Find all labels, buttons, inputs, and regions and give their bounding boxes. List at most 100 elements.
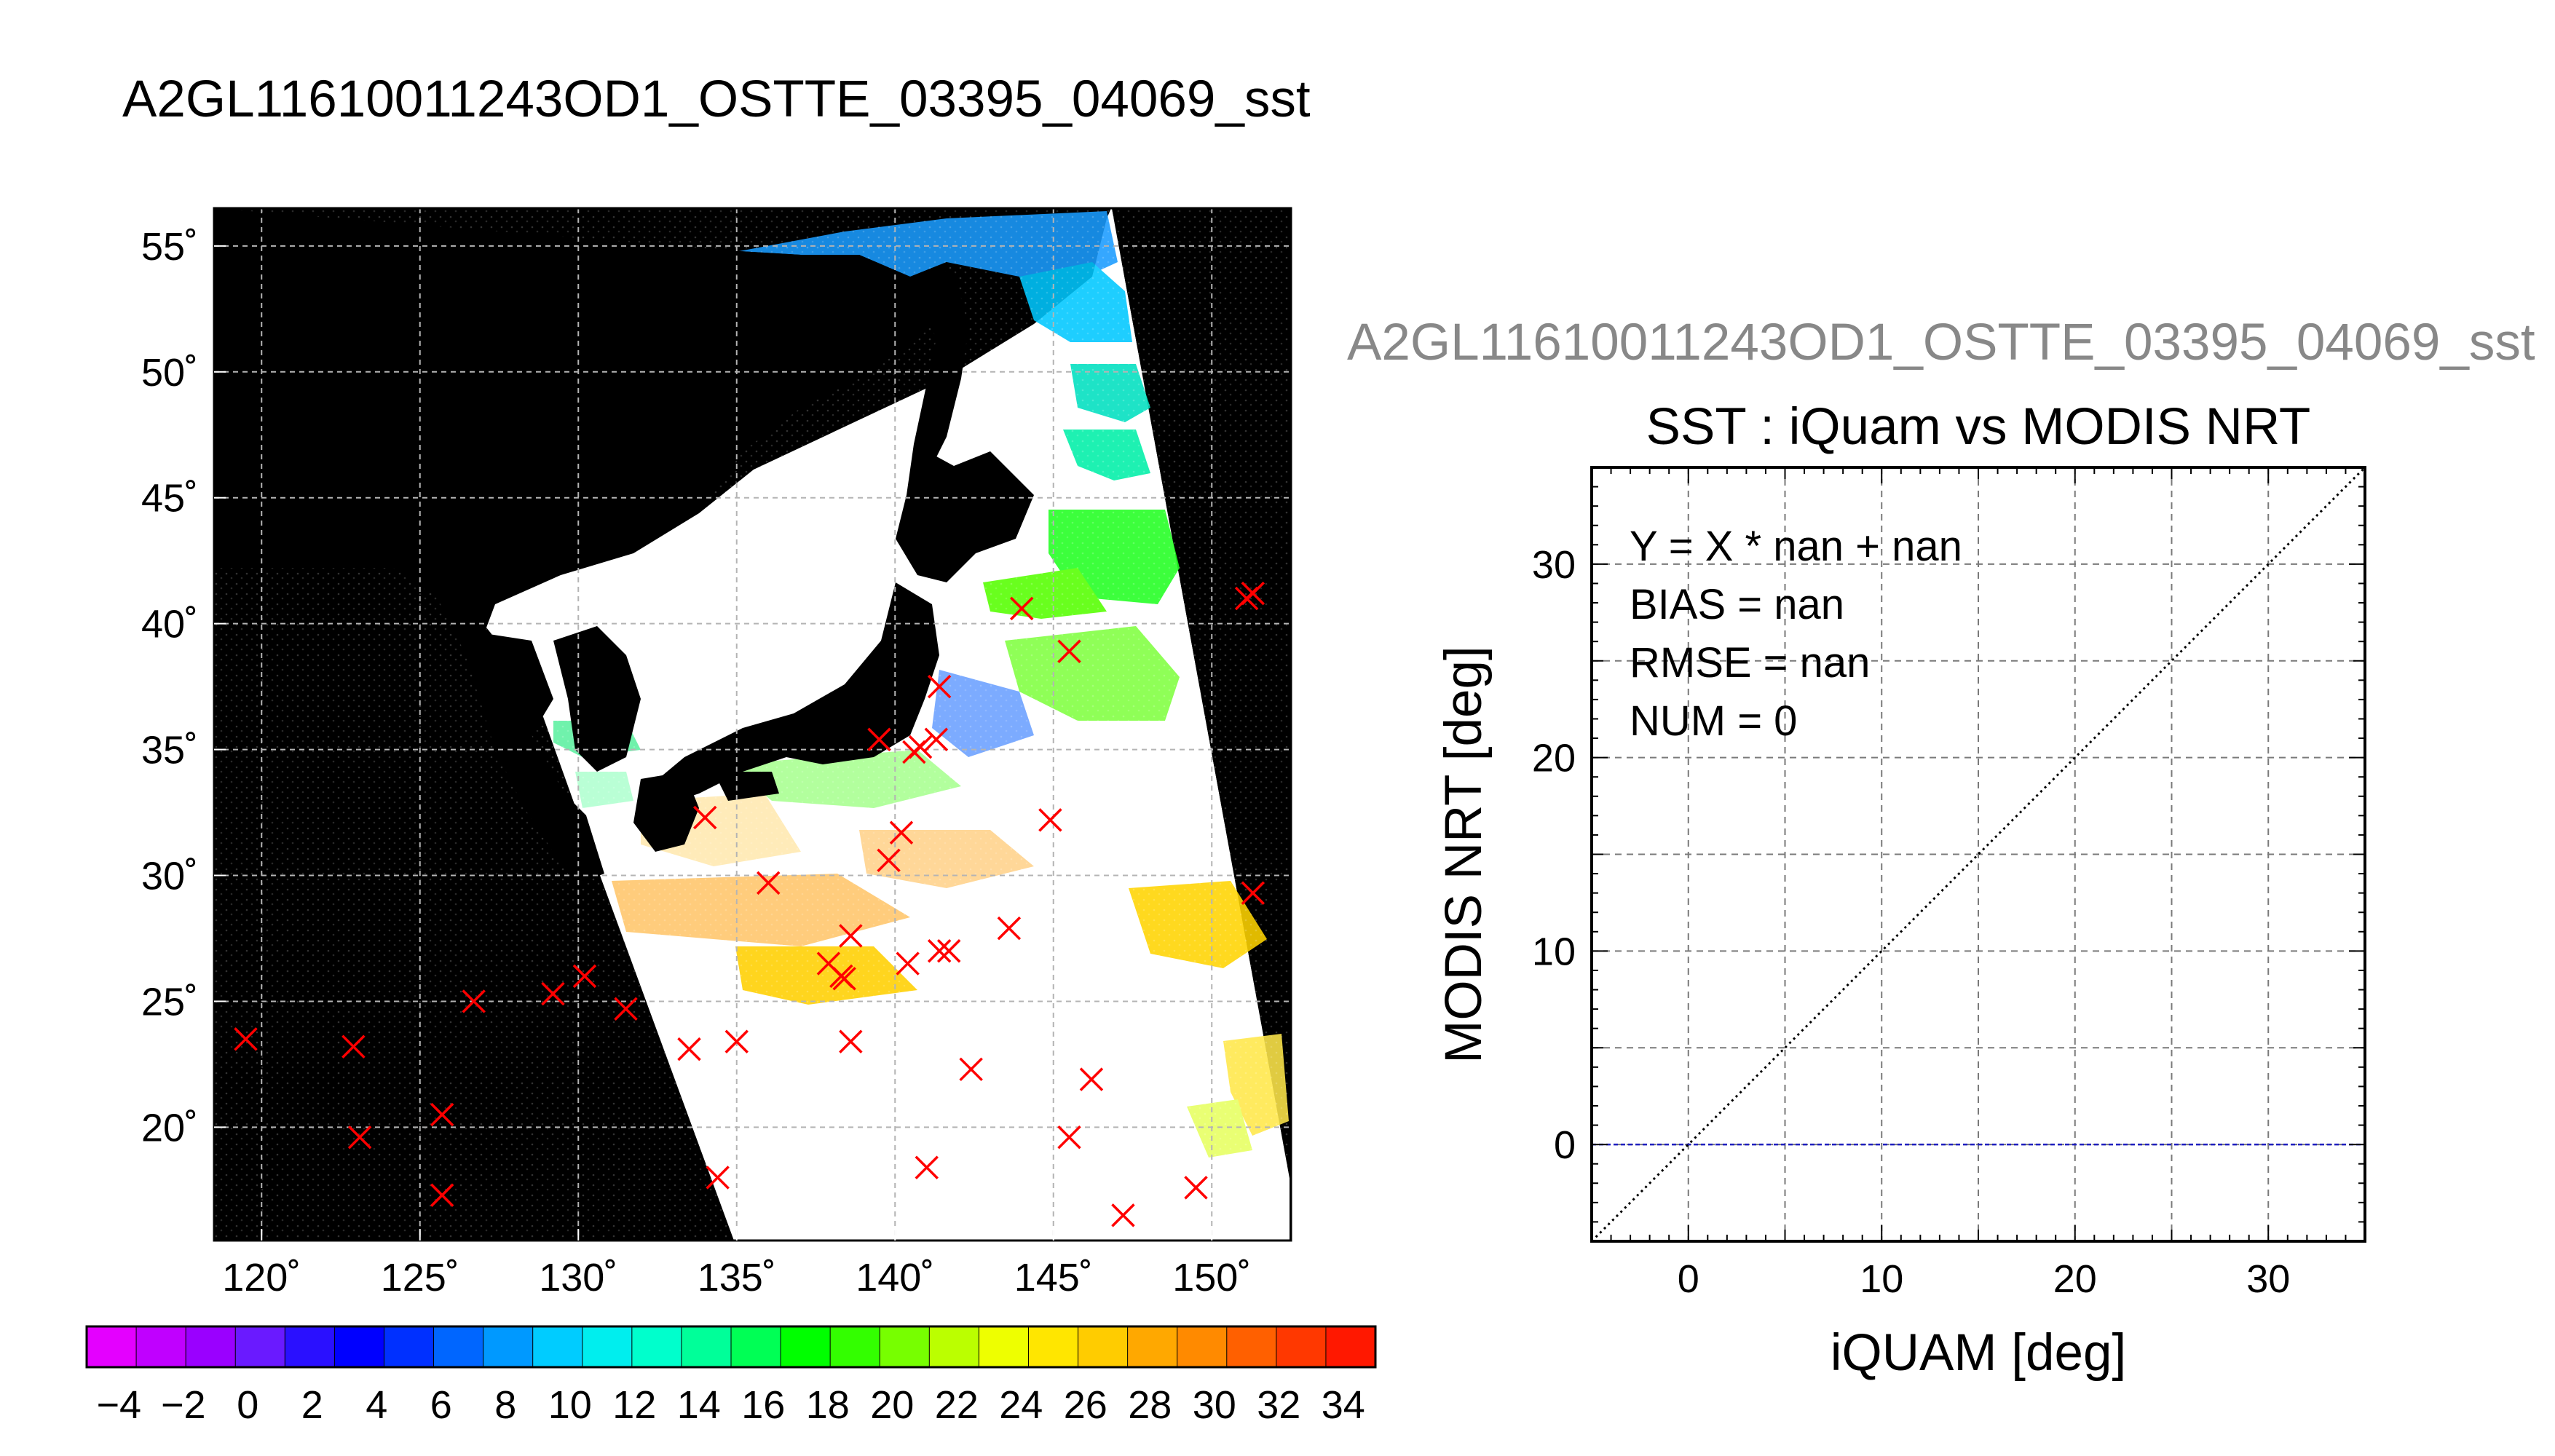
iquam-marker <box>1057 1125 1081 1150</box>
scatter-y-tick-labels: 0 10 20 30 <box>1532 543 1576 1167</box>
iquam-marker-stroke <box>997 916 1022 941</box>
colorbar-cell <box>234 1326 286 1368</box>
colorbar-cell <box>1226 1326 1277 1368</box>
scatter-y-tick-label: 20 <box>1532 737 1576 780</box>
map-y-tick-label: 25˚ <box>141 980 198 1024</box>
iquam-marker-stroke <box>693 805 717 830</box>
colorbar-tick-label: 12 <box>612 1383 656 1427</box>
scatter-x-tick-label: 20 <box>2053 1257 2097 1301</box>
iquam-marker-stroke <box>1241 881 1265 905</box>
colorbar-cell <box>1177 1326 1228 1368</box>
map-grid <box>214 208 1291 1241</box>
map-x-tick-label: 120˚ <box>222 1256 301 1299</box>
stats-rmse: RMSE = nan <box>1630 639 1870 687</box>
sst-map-panel: 120˚ 125˚ 130˚ 135˚ 140˚ 145˚ 150˚ 20˚ 25˚ 30˚ 35… <box>141 207 1292 1299</box>
iquam-marker <box>706 1166 730 1190</box>
iquam-marker <box>757 871 781 895</box>
land-mass-shikoku <box>714 772 779 801</box>
colorbar-cell <box>433 1326 484 1368</box>
colorbar-tick-label: 2 <box>301 1383 323 1427</box>
iquam-marker-stroke <box>936 939 961 963</box>
iquam-marker <box>877 848 901 872</box>
colorbar-frame <box>85 1325 1377 1369</box>
iquam-marker <box>1057 639 1081 663</box>
iquam-marker-stroke <box>706 1166 730 1190</box>
iquam-marker-stroke <box>1079 1067 1104 1091</box>
colorbar-tick-label: 18 <box>806 1383 850 1427</box>
map-x-tick-label: 150˚ <box>1172 1256 1251 1299</box>
colorbar-cell <box>631 1326 682 1368</box>
map-y-tick-labels: 20˚ 25˚ 30˚ 35˚ 40˚ 45˚ 50˚ 55˚ <box>141 225 198 1150</box>
iquam-marker <box>1010 596 1034 621</box>
map-x-tick-label: 140˚ <box>856 1256 934 1299</box>
colorbar-cell <box>780 1326 832 1368</box>
iquam-marker <box>1111 1203 1135 1227</box>
colorbar-cell <box>829 1326 881 1368</box>
iquam-marker-stroke <box>867 727 891 751</box>
iquam-marker <box>997 916 1022 941</box>
iquam-marker-stroke <box>927 939 952 963</box>
iquam-marker-stroke <box>347 1125 372 1150</box>
iquam-marker-stroke <box>889 820 914 844</box>
iquam-marker <box>614 997 638 1021</box>
iquam-marker-stroke <box>816 951 841 976</box>
iquam-marker-stroke <box>430 1183 454 1207</box>
iquam-marker-stroke <box>896 951 920 976</box>
iquam-marker-stroke <box>1057 1125 1081 1150</box>
colorbar-tick-label: 24 <box>999 1383 1043 1427</box>
colorbar-cell <box>978 1326 1030 1368</box>
colorbar-tick-label: −4 <box>96 1383 141 1427</box>
colorbar-cell <box>730 1326 782 1368</box>
iquam-marker-stroke <box>839 924 863 948</box>
iquam-marker <box>1184 1176 1208 1200</box>
iquam-marker <box>1241 881 1265 905</box>
map-y-tick-label: 35˚ <box>141 729 198 772</box>
iquam-marker <box>677 1037 701 1061</box>
iquam-marker-stroke <box>924 727 949 751</box>
colorbar-tick-label: −2 <box>161 1383 206 1427</box>
iquam-marker <box>1038 808 1062 832</box>
iquam-marker-stroke <box>1057 639 1081 663</box>
colorbar-cell <box>1276 1326 1327 1368</box>
land-mass-asia <box>214 208 947 885</box>
iquam-marker-stroke <box>541 981 565 1006</box>
iquam-marker-stroke <box>927 674 952 699</box>
scatter-x-tick-labels: 0 10 20 30 <box>1678 1257 2291 1301</box>
scatter-subtitle: A2GL11610011243OD1_OSTTE_03395_04069_sst <box>1347 314 2535 371</box>
scatter-y-tick-label: 0 <box>1554 1123 1576 1167</box>
iquam-marker-stroke <box>959 1057 983 1082</box>
colorbar-tick-label: 14 <box>677 1383 721 1427</box>
iquam-marker-stroke <box>1038 808 1062 832</box>
colorbar-cell <box>135 1326 187 1368</box>
stats-bias: BIAS = nan <box>1630 581 1844 628</box>
map-y-tick-label: 30˚ <box>141 855 198 898</box>
colorbar-cell <box>879 1326 931 1368</box>
iquam-marker <box>889 820 914 844</box>
iquam-marker <box>839 1029 863 1054</box>
map-y-tick-label: 40˚ <box>141 603 198 646</box>
scatter-y-axis-label: MODIS NRT [deg] <box>1435 646 1493 1063</box>
colorbar-cell <box>928 1326 980 1368</box>
iquam-marker-stroke <box>724 1029 749 1054</box>
figure-title: A2GL11610011243OD1_OSTTE_03395_04069_sst <box>122 71 1311 128</box>
colorbar-tick-label: 0 <box>237 1383 258 1427</box>
iquam-marker <box>936 939 961 963</box>
colorbar-cell <box>1127 1326 1178 1368</box>
iquam-marker-stroke <box>572 964 597 989</box>
iquam-marker <box>924 727 949 751</box>
map-ticks <box>214 245 1213 1241</box>
colorbar-tick-label: 26 <box>1064 1383 1107 1427</box>
iquam-marker <box>430 1102 454 1127</box>
iquam-marker <box>908 735 933 759</box>
colorbar-cell <box>582 1326 633 1368</box>
map-y-tick-label: 50˚ <box>141 351 198 395</box>
land <box>214 208 1034 885</box>
colorbar-cell <box>333 1326 385 1368</box>
iquam-marker <box>927 939 952 963</box>
colorbar-cell <box>1027 1326 1079 1368</box>
iquam-marker <box>959 1057 983 1082</box>
scatter-x-tick-label: 10 <box>1860 1257 1903 1301</box>
colorbar: −4 −2 0 2 4 6 8 10 12 14 16 18 20 22 24 26 28 30 32 34 <box>85 1325 1377 1427</box>
scatter-y-tick-label: 10 <box>1532 930 1576 973</box>
